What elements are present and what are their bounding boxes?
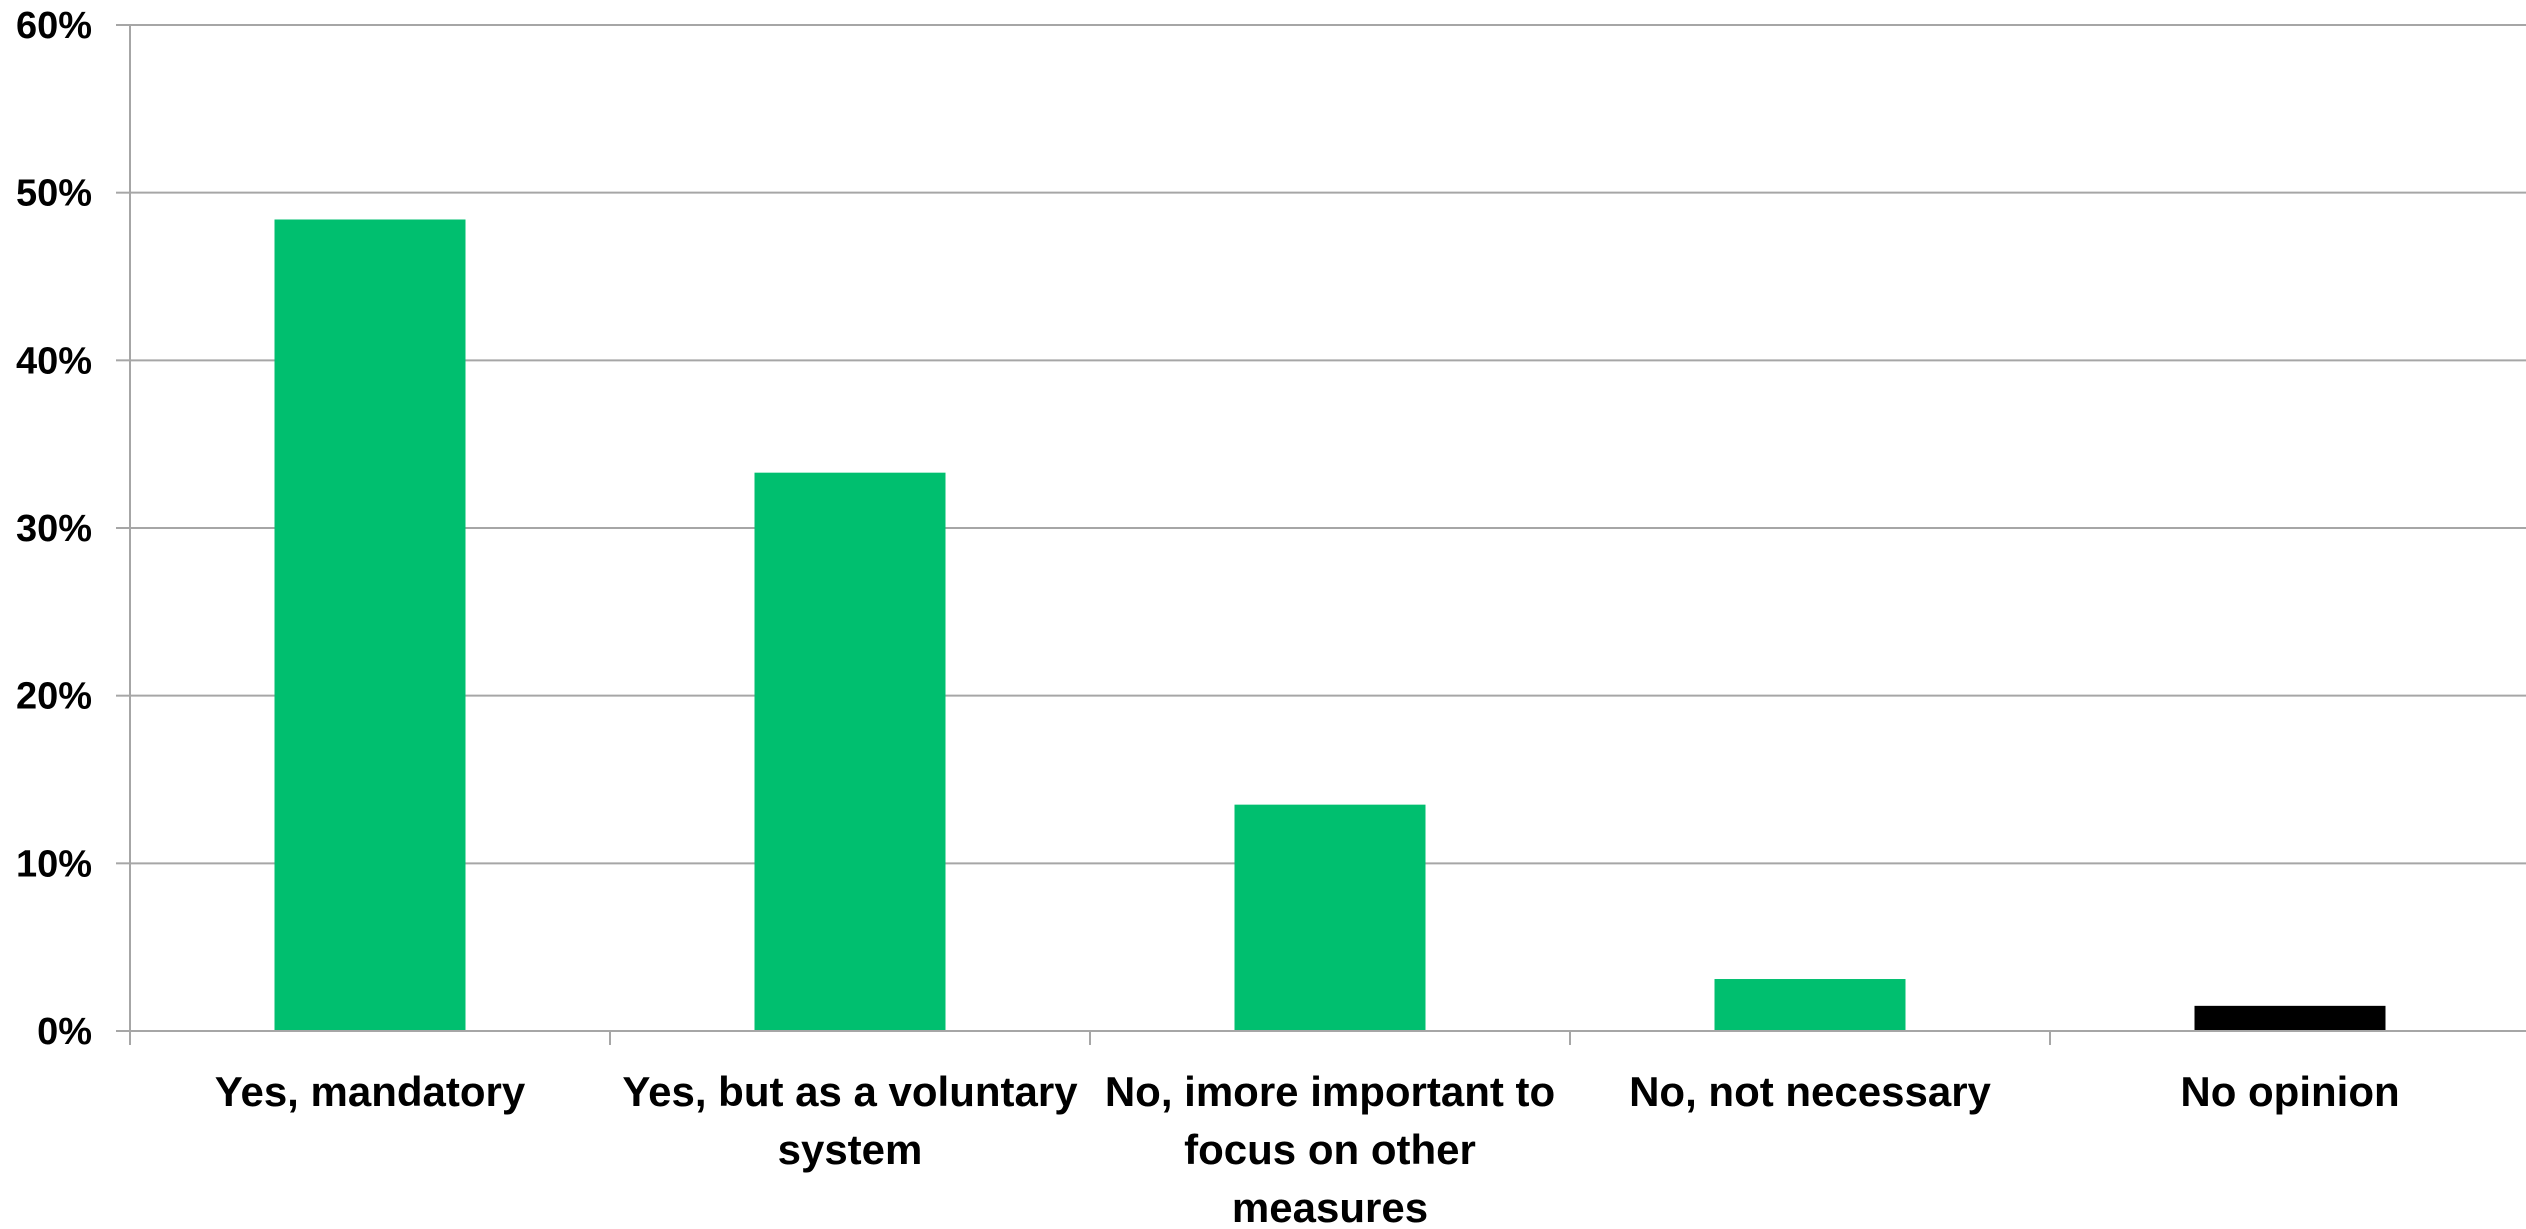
axes <box>116 24 2526 1045</box>
y-tick-label: 20% <box>16 676 92 718</box>
y-tick-label: 50% <box>16 173 92 215</box>
bar <box>2194 1005 2386 1031</box>
bars <box>274 219 2386 1031</box>
x-category-label: Yes, mandatory <box>215 1068 526 1115</box>
gridlines <box>130 24 2526 865</box>
y-tick-label: 30% <box>16 508 92 550</box>
bar <box>1714 979 1906 1031</box>
x-category-label: No opinion <box>2180 1068 2399 1115</box>
y-tick-label: 10% <box>16 843 92 885</box>
bar <box>274 219 466 1031</box>
bar <box>754 472 946 1031</box>
y-tick-label: 0% <box>37 1011 92 1053</box>
y-tick-label: 60% <box>16 5 92 47</box>
x-category-label: No, imore important to focus on other meas… <box>1105 1068 1555 1229</box>
bar <box>1234 804 1426 1031</box>
x-axis-category-labels: Yes, mandatory Yes, but as a voluntary sys… <box>215 1068 2400 1229</box>
x-category-label: No, not necessary <box>1629 1068 1991 1115</box>
x-category-label: Yes, but as a voluntary system <box>622 1068 1078 1173</box>
y-tick-label: 40% <box>16 340 92 382</box>
y-axis-tick-labels: 0% 10% 20% 30% 40% 50% 60% <box>16 5 92 1053</box>
